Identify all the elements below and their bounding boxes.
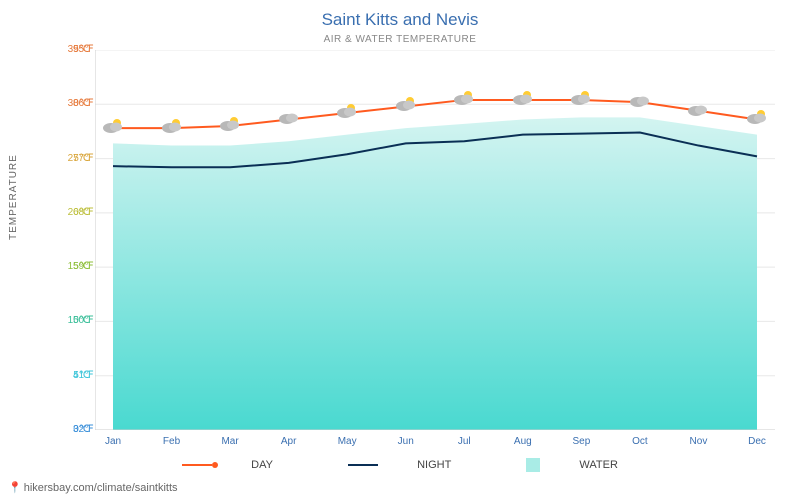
x-tick: Jun: [398, 436, 414, 447]
x-tick: Dec: [748, 436, 766, 447]
legend-day: DAY: [164, 459, 294, 471]
partly-cloudy-icon: [746, 109, 768, 125]
partly-cloudy-icon: [161, 118, 183, 134]
chart-title: Saint Kitts and Nevis: [0, 0, 800, 30]
y-tick-f: 32℉: [73, 424, 94, 435]
x-tick: Sep: [572, 436, 590, 447]
legend: DAY NIGHT WATER: [0, 458, 800, 472]
y-tick-f: 50℉: [73, 315, 94, 326]
x-tick: Feb: [163, 436, 180, 447]
x-tick: Apr: [281, 436, 297, 447]
cloudy-icon: [278, 109, 300, 125]
cloudy-icon: [687, 101, 709, 117]
y-tick-f: 59℉: [73, 261, 94, 272]
legend-water-label: WATER: [579, 459, 618, 471]
chart-subtitle: AIR & WATER TEMPERATURE: [0, 30, 800, 45]
partly-cloudy-icon: [219, 116, 241, 132]
legend-night-label: NIGHT: [417, 459, 451, 471]
legend-night: NIGHT: [330, 459, 472, 471]
legend-day-label: DAY: [251, 459, 273, 471]
partly-cloudy-icon: [512, 90, 534, 106]
legend-water: WATER: [508, 459, 636, 471]
partly-cloudy-icon: [453, 90, 475, 106]
x-tick: Nov: [690, 436, 708, 447]
x-tick: Mar: [221, 436, 238, 447]
y-tick-f: 77℉: [73, 153, 94, 164]
y-tick-f: 95℉: [73, 44, 94, 55]
cloudy-icon: [629, 92, 651, 108]
partly-cloudy-icon: [395, 96, 417, 112]
x-tick: Jan: [105, 436, 121, 447]
x-tick: May: [338, 436, 357, 447]
y-tick-f: 41℉: [73, 370, 94, 381]
partly-cloudy-icon: [102, 118, 124, 134]
x-tick: Jul: [458, 436, 471, 447]
y-axis-title: TEMPERATURE: [8, 154, 19, 240]
partly-cloudy-icon: [570, 90, 592, 106]
y-tick-f: 68℉: [73, 207, 94, 218]
water-series-area: [113, 117, 757, 430]
chart-area: 35℃95℉30℃86℉25℃77℉20℃68℉15℃59℉10℃50℉5℃41…: [95, 50, 775, 430]
source-link[interactable]: 📍hikersbay.com/climate/saintkitts: [8, 481, 178, 494]
partly-cloudy-icon: [336, 103, 358, 119]
x-tick: Oct: [632, 436, 648, 447]
x-tick: Aug: [514, 436, 532, 447]
y-tick-f: 86℉: [73, 98, 94, 109]
location-pin-icon: 📍: [8, 482, 22, 494]
source-text: hikersbay.com/climate/saintkitts: [24, 482, 178, 494]
plot-svg: [95, 50, 775, 430]
